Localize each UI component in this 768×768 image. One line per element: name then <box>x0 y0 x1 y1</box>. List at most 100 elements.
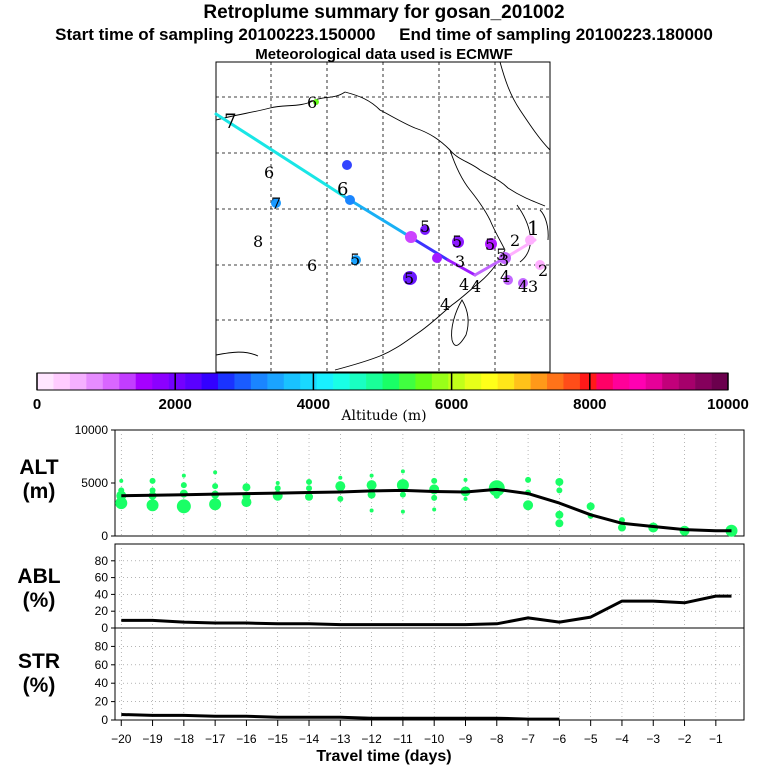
map-frame <box>215 61 551 373</box>
altitude-particle-cluster <box>146 499 159 512</box>
y-tick-label: 0 <box>101 713 108 727</box>
altitude-particle-cluster <box>367 490 376 499</box>
x-tick-label: −12 <box>361 732 382 746</box>
str-label-unit: (%) <box>22 674 56 697</box>
colorbar-swatch <box>119 373 137 390</box>
colorbar-swatch <box>135 373 153 390</box>
colorbar-swatch <box>349 373 367 390</box>
colorbar-tick-label: 0 <box>33 396 41 413</box>
cluster-marker <box>518 278 528 288</box>
colorbar-swatch <box>497 373 515 390</box>
timeseries-panels: 10000 5000 0 0 20 40 60 80 0 20 40 60 80 −20 −19 −18 −17… <box>75 423 745 746</box>
alt-label-name: ALT <box>19 456 59 479</box>
cluster-day-label: 6 <box>264 163 274 182</box>
y-tick-label: 60 <box>95 658 109 672</box>
cluster-marker <box>535 260 545 270</box>
alt-panel: 10000 5000 0 <box>75 423 745 543</box>
route-segment <box>446 258 477 277</box>
cluster-day-label: 5 <box>496 245 506 264</box>
colorbar-swatch <box>662 373 679 390</box>
y-tick-label: 60 <box>95 571 109 585</box>
altitude-particle-cluster <box>555 510 564 519</box>
cluster-day-label: 7 <box>271 194 281 213</box>
altitude-particle-cluster <box>369 473 374 478</box>
cluster-marker <box>405 231 417 243</box>
colorbar-swatch <box>547 373 564 390</box>
coastlines <box>215 61 551 371</box>
colorbar-tick-label: 4000 <box>297 396 330 413</box>
altitude-particle-cluster <box>306 478 313 485</box>
x-tick-label: −15 <box>268 732 289 746</box>
colorbar-swatch <box>579 373 597 390</box>
x-tick-label: −16 <box>236 732 257 746</box>
colorbar-swatch <box>53 373 71 390</box>
x-tick-label: −11 <box>393 732 413 746</box>
y-tick-label: 40 <box>95 676 109 690</box>
cluster-day-label: 6 <box>307 256 317 275</box>
abl-series-line <box>121 594 732 627</box>
altitude-particle-cluster <box>275 481 280 485</box>
altitude-particle-cluster <box>305 492 314 501</box>
cluster-marker <box>525 235 535 245</box>
altitude-particle-cluster <box>176 499 191 514</box>
cluster-day-label: 3 <box>499 251 509 270</box>
colorbar-tick-label: 2000 <box>159 396 192 413</box>
cluster-day-label: 5 <box>404 269 414 288</box>
x-axis-title: Travel time (days) <box>316 748 452 765</box>
colorbar-swatch <box>464 373 482 390</box>
altitude-particle-cluster <box>212 483 219 490</box>
x-tick-label: −9 <box>459 732 473 746</box>
cluster-day-label: 1 <box>527 216 540 240</box>
colorbar-swatch <box>448 373 466 390</box>
coastline <box>449 149 506 251</box>
altitude-particle-cluster <box>335 481 346 492</box>
altitude-colorbar: 0 2000 4000 6000 8000 10000 <box>33 372 749 413</box>
island <box>451 299 469 346</box>
colorbar-swatch <box>431 373 449 390</box>
cluster-day-label: 2 <box>538 261 548 280</box>
str-label-name: STR <box>18 650 60 673</box>
cluster-day-label: 2 <box>510 231 520 250</box>
altitude-particle-cluster <box>556 487 563 494</box>
colorbar-swatch <box>333 373 350 390</box>
altitude-particle-cluster <box>555 519 564 528</box>
x-axis: −20 −19 −18 −17 −16 −15 −14 −13 −12 −11 −10 −9 −8 −7 −… <box>111 720 723 746</box>
met-data-note: Meteorological data used is ECMWF <box>255 46 513 63</box>
altitude-particle-cluster <box>338 475 343 480</box>
colorbar-swatch <box>596 373 614 390</box>
colorbar-swatch <box>168 373 186 390</box>
colorbar-swatch <box>645 373 663 390</box>
cluster-day-label: 4 <box>500 267 510 286</box>
cluster-day-label: 5 <box>420 217 430 236</box>
x-tick-label: −8 <box>490 732 504 746</box>
cluster-day-label: 4 <box>440 295 450 314</box>
colorbar-title: Altitude (m) <box>341 408 427 424</box>
colorbar-swatch <box>366 373 383 390</box>
colorbar-tick-label: 10000 <box>707 396 749 413</box>
x-tick-label: −20 <box>111 732 132 746</box>
y-tick-label: 80 <box>95 554 109 568</box>
border-line <box>215 91 346 121</box>
altitude-particle-cluster <box>555 477 564 486</box>
cluster-day-label: 3 <box>455 252 465 271</box>
altitude-particle-cluster <box>209 498 222 511</box>
altitude-particle-cluster <box>493 492 500 499</box>
colorbar-swatch <box>415 373 433 390</box>
cluster-day-label: 8 <box>253 232 263 251</box>
altitude-particle-cluster <box>213 470 218 475</box>
cluster-marker <box>342 160 352 170</box>
cluster-marker <box>503 275 513 285</box>
colorbar-swatch <box>250 373 268 390</box>
cluster-day-label: 4 <box>471 277 481 296</box>
y-tick-label: 20 <box>95 695 109 709</box>
altitude-particle-cluster <box>366 480 377 491</box>
cluster-day-label: 6 <box>307 93 317 112</box>
cluster-marker <box>452 236 464 248</box>
altitude-particle-cluster <box>149 477 156 484</box>
y-tick-label: 40 <box>95 587 109 601</box>
altitude-particle-cluster <box>463 477 468 482</box>
colorbar-swatch <box>382 373 400 390</box>
